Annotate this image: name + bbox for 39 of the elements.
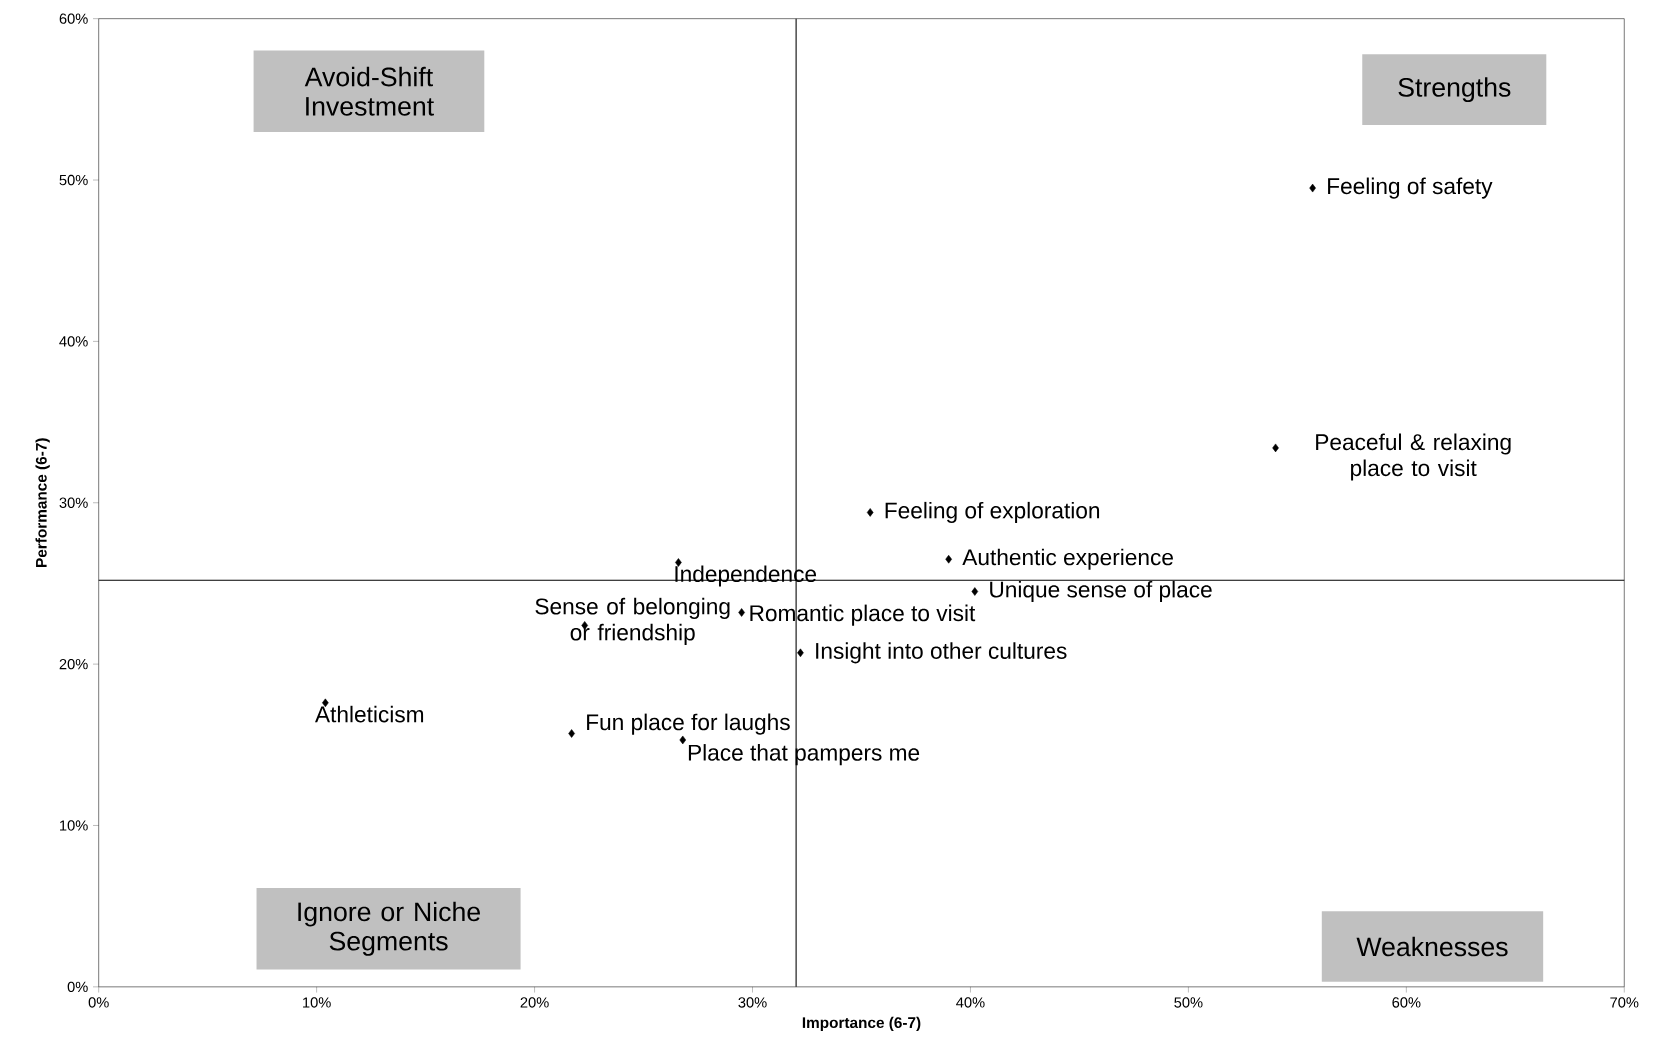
annotation: Fun place for laughs: [587, 713, 790, 735]
annotation: Unique sense of place: [990, 581, 1212, 603]
x-tick-label: 20%: [520, 997, 549, 1008]
x-tick-label: 10%: [303, 997, 331, 1008]
point: [679, 735, 687, 745]
y-axis-title: Performance (6-7): [35, 438, 50, 567]
point: [866, 508, 874, 517]
annotation: Athleticism: [314, 705, 424, 723]
annotation: Feeling of exploration: [885, 501, 1100, 524]
y-tick-label: 30%: [59, 497, 88, 509]
annotation: Weaknesses: [1356, 936, 1508, 957]
x-tick-label: 50%: [1174, 997, 1203, 1008]
y-tick-label: 50%: [59, 174, 88, 186]
y-tick-label: 20%: [59, 659, 88, 670]
point: [568, 729, 575, 738]
point: [797, 648, 804, 658]
annotation: Insight into other cultures: [816, 642, 1067, 664]
annotation: Ignore or Niche Segments: [298, 901, 480, 956]
x-tick-label: 0%: [88, 997, 109, 1008]
x-tick-label: 40%: [956, 997, 985, 1008]
x-tick-label: 60%: [1392, 997, 1421, 1008]
x-tick-label: 30%: [738, 997, 767, 1008]
x-axis-title: Importance (6-7): [802, 1016, 921, 1032]
point: [1272, 443, 1279, 453]
annotation: Sense of belonging or friendship: [535, 597, 730, 646]
annotation: Strengths: [1398, 77, 1511, 103]
annotation: Peaceful & relaxing place to visit: [1316, 433, 1511, 481]
y-tick-label: 60%: [59, 13, 88, 24]
y-tick-label: 40%: [59, 336, 88, 347]
y-tick-label: 10%: [60, 820, 88, 831]
annotation: Feeling of safety: [1328, 177, 1493, 199]
point: [1309, 183, 1316, 193]
annotation: Authentic experience: [962, 548, 1173, 570]
annotation: Avoid-Shift Investment: [304, 66, 434, 116]
x-tick-label: 70%: [1610, 997, 1639, 1008]
point: [738, 608, 745, 617]
point: [971, 587, 979, 596]
point: [945, 555, 952, 564]
y-tick-label: 0%: [67, 981, 88, 993]
